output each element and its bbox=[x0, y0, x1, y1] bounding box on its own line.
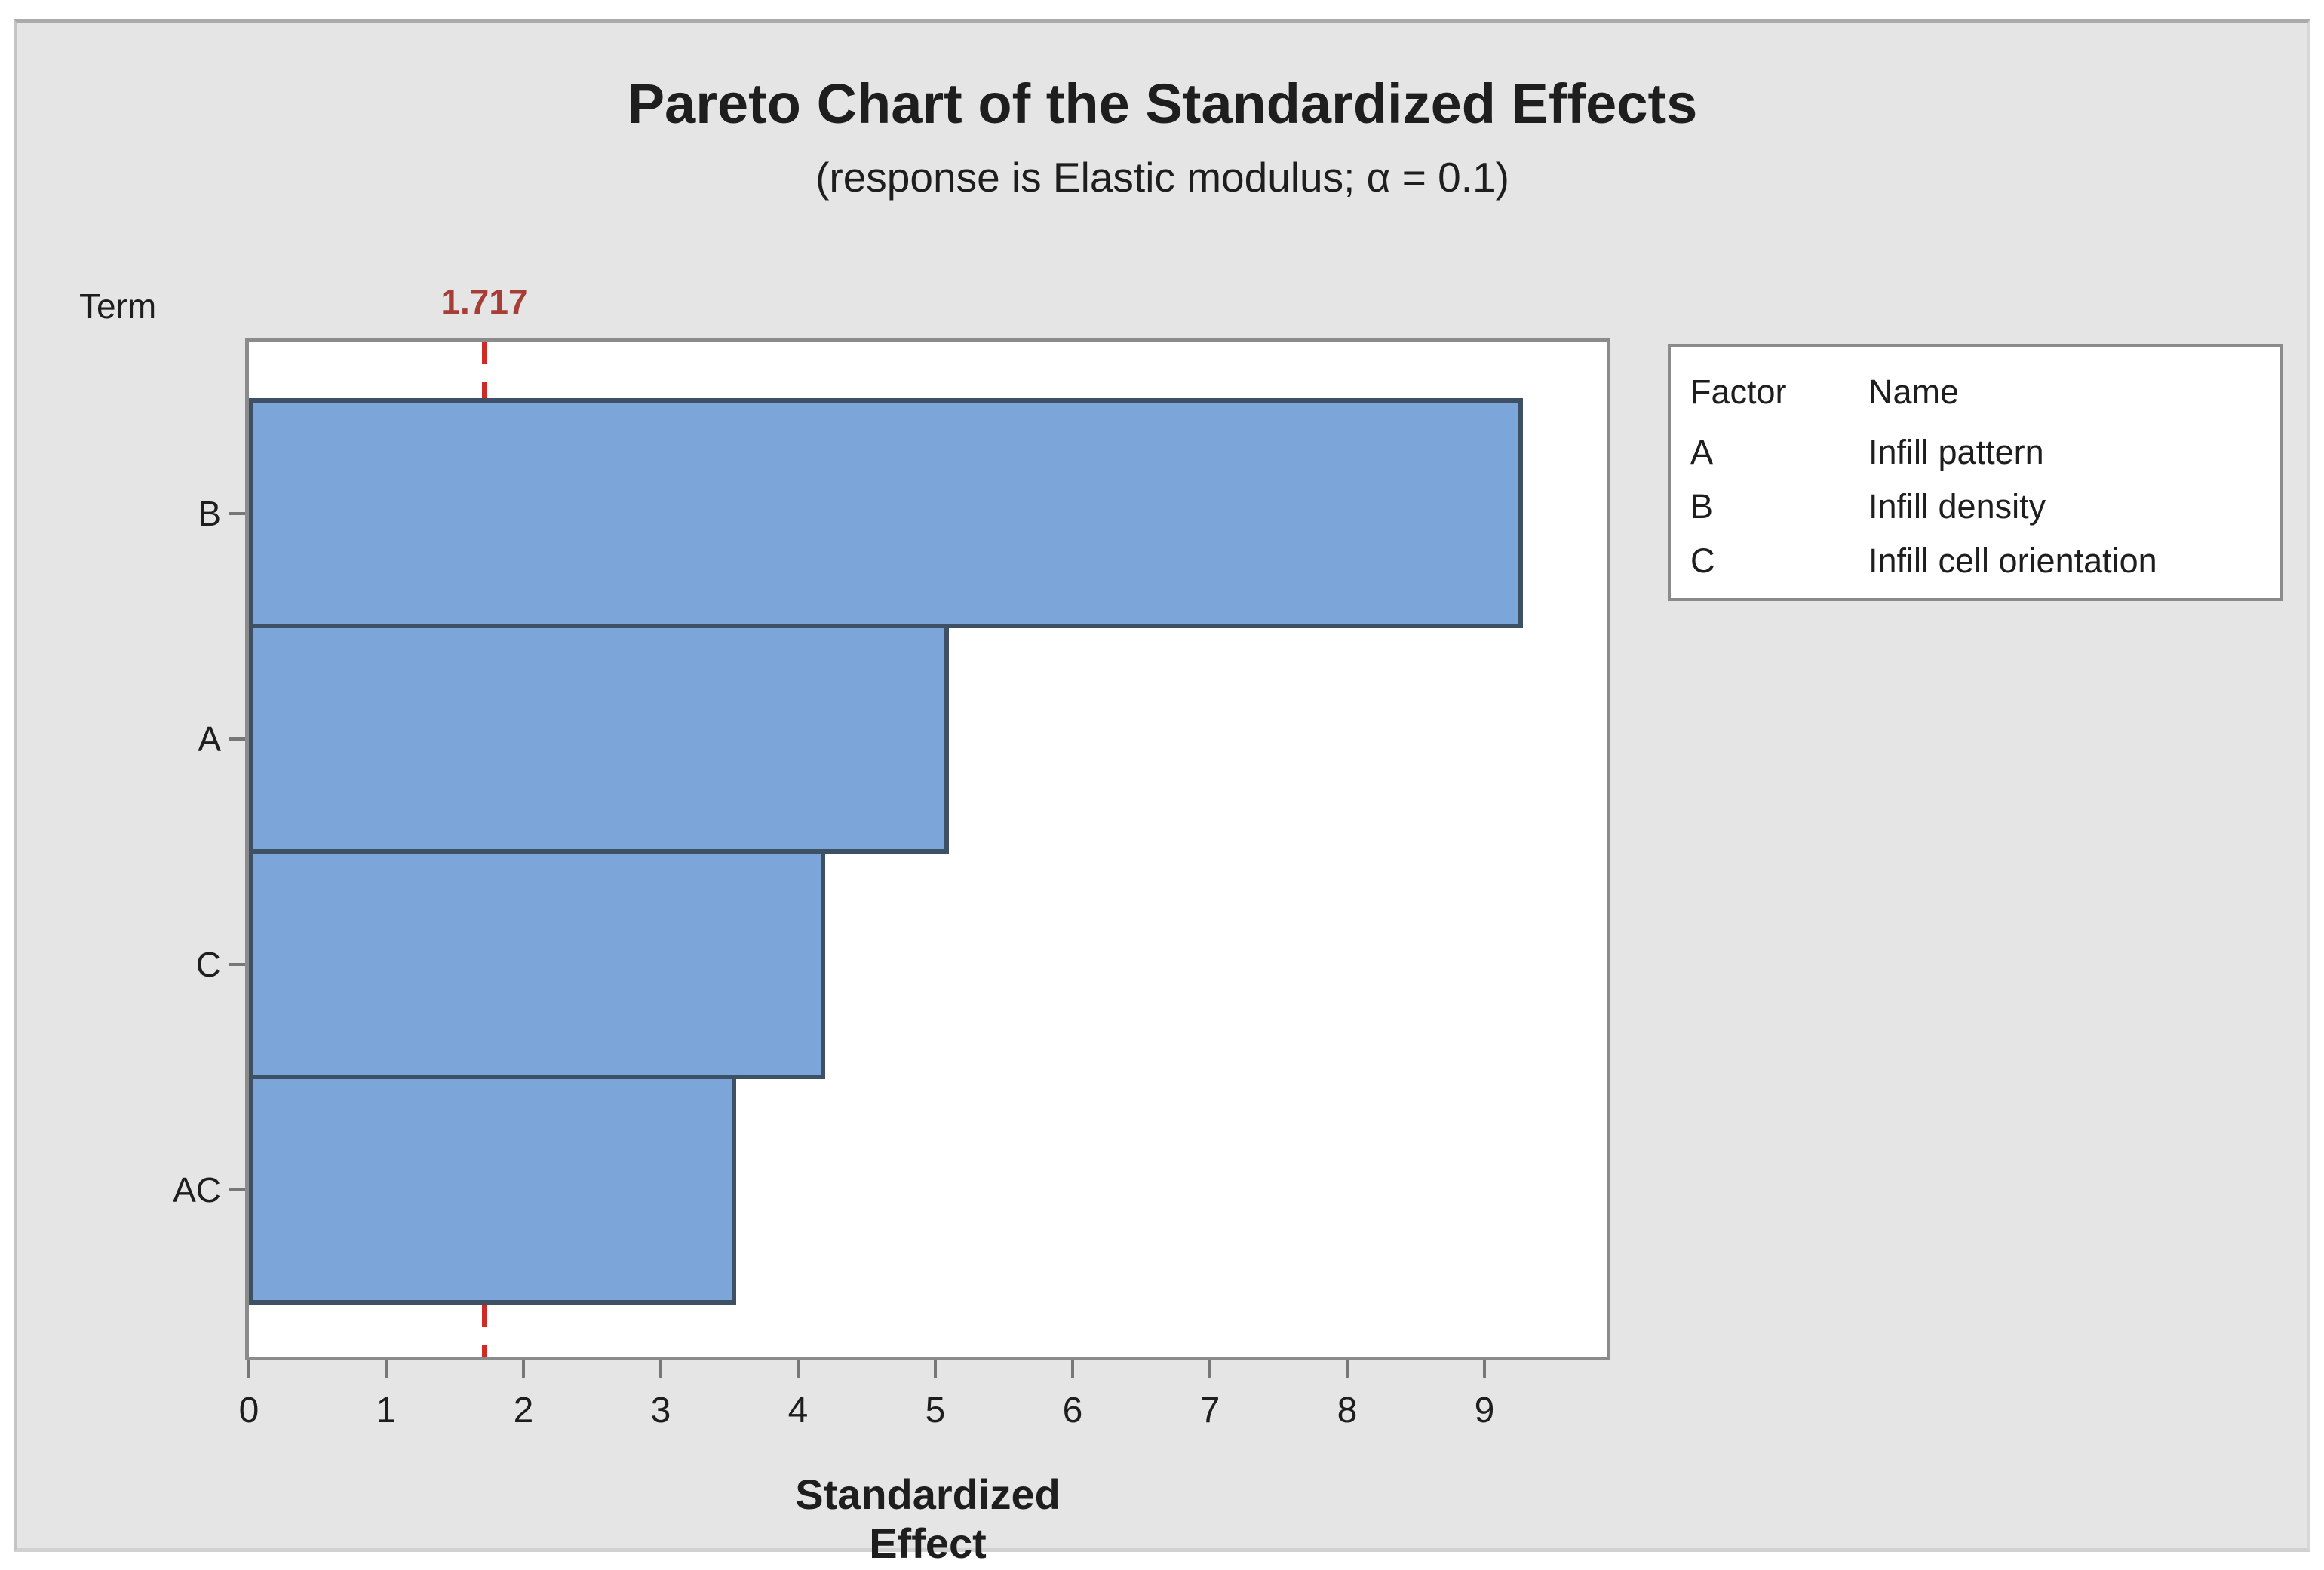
x-tick-label: 1 bbox=[376, 1391, 397, 1430]
bar-AC bbox=[249, 1075, 736, 1305]
y-tick-mark bbox=[229, 737, 245, 741]
chart-panel: Pareto Chart of the Standardized Effects… bbox=[14, 19, 2310, 1567]
x-tick-label: 4 bbox=[787, 1391, 809, 1430]
y-tick-mark bbox=[229, 1188, 245, 1191]
reference-value-label: 1.717 bbox=[441, 282, 528, 321]
y-tick-label: AC bbox=[173, 1170, 221, 1210]
legend-name-cell: Infill density bbox=[1868, 487, 2046, 526]
page-title: Pareto Chart of the Standardized Effects bbox=[627, 72, 1698, 135]
x-tick-label: 5 bbox=[925, 1391, 946, 1430]
y-tick-mark bbox=[229, 512, 245, 515]
bar-B bbox=[249, 398, 1523, 628]
bar-A bbox=[249, 624, 949, 854]
plot-area bbox=[245, 338, 1610, 1360]
legend-header-name: Name bbox=[1868, 373, 1960, 411]
x-tick-mark bbox=[1071, 1360, 1074, 1378]
legend-name-cell: Infill pattern bbox=[1868, 433, 2044, 471]
x-tick-mark bbox=[522, 1360, 525, 1378]
x-tick-mark bbox=[385, 1360, 388, 1378]
x-tick-label: 3 bbox=[650, 1391, 671, 1430]
legend-header-row: Factor Name bbox=[1671, 368, 2280, 416]
x-tick-mark bbox=[1483, 1360, 1486, 1378]
x-tick-mark bbox=[659, 1360, 662, 1378]
chart-subtitle: (response is Elastic modulus; α = 0.1) bbox=[815, 154, 1509, 201]
x-axis-title: Standardized Effect bbox=[795, 1470, 1061, 1567]
legend-factor-cell: C bbox=[1690, 541, 1715, 580]
reference-line-top-segment bbox=[482, 342, 487, 398]
legend-row: B Infill density bbox=[1671, 483, 2280, 531]
legend-factor-cell: B bbox=[1690, 487, 1714, 526]
plot-inner bbox=[249, 342, 1607, 1357]
x-tick-mark bbox=[1208, 1360, 1211, 1378]
y-tick-label: B bbox=[198, 494, 221, 533]
y-tick-label: A bbox=[198, 719, 221, 759]
x-tick-mark bbox=[247, 1360, 250, 1378]
y-tick-label: C bbox=[195, 945, 221, 984]
legend-box: Factor Name A Infill pattern B Infill density… bbox=[1668, 344, 2283, 601]
y-tick-mark bbox=[229, 963, 245, 966]
x-tick-label: 7 bbox=[1199, 1391, 1220, 1430]
x-tick-label: 6 bbox=[1062, 1391, 1083, 1430]
legend-row: C Infill cell orientation bbox=[1671, 537, 2280, 585]
legend-factor-cell: A bbox=[1690, 433, 1714, 471]
x-tick-mark bbox=[797, 1360, 800, 1378]
x-tick-label: 2 bbox=[513, 1391, 534, 1430]
legend-row: A Infill pattern bbox=[1671, 428, 2280, 477]
reference-line-bottom-segment bbox=[482, 1305, 487, 1357]
y-axis-title: Term bbox=[79, 287, 157, 326]
bar-C bbox=[249, 849, 825, 1079]
x-tick-label: 9 bbox=[1474, 1391, 1495, 1430]
legend-header-factor: Factor bbox=[1690, 373, 1787, 411]
legend-name-cell: Infill cell orientation bbox=[1868, 541, 2157, 580]
x-tick-mark bbox=[934, 1360, 937, 1378]
x-tick-mark bbox=[1346, 1360, 1349, 1378]
x-tick-label: 8 bbox=[1337, 1391, 1358, 1430]
x-tick-label: 0 bbox=[238, 1391, 259, 1430]
